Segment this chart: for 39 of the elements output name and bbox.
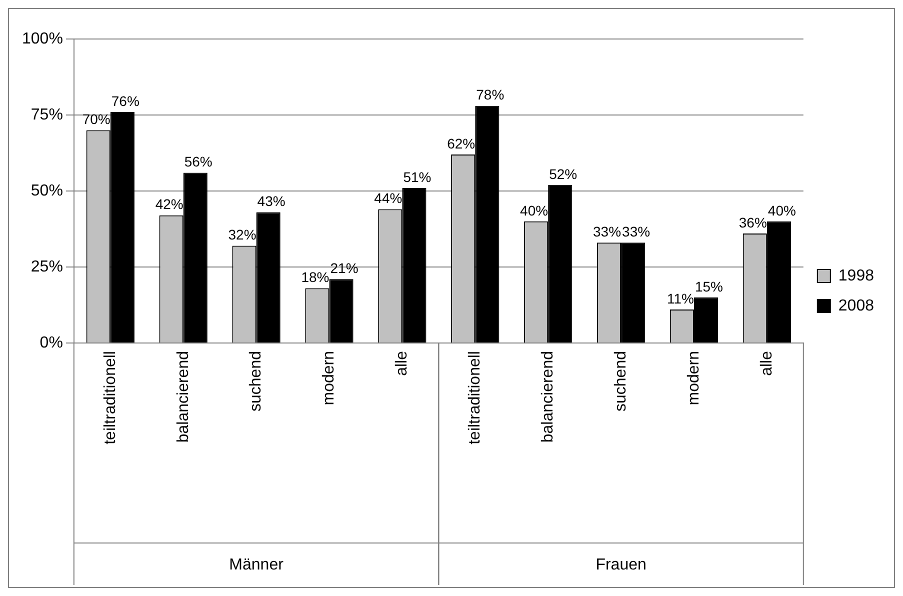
data-label: 15% [694,278,724,294]
legend-label: 1998 [838,267,874,284]
data-label: 62% [447,135,476,152]
data-label: 11% [667,290,694,306]
data-label: 33% [622,224,650,240]
text: Männer [229,556,284,574]
data-label: 52% [549,166,578,182]
y-tick-label: 25% [30,258,63,276]
x-tick-label: balancierend [539,351,556,443]
data-label: 32% [228,226,256,243]
data-label: 44% [374,190,402,206]
text: Frauen [596,556,646,574]
data-label: 40% [768,202,796,218]
x-tick-label: balancierend [174,351,192,443]
data-label: 18% [301,269,330,286]
data-label: 21% [330,260,358,276]
data-label: 51% [403,168,432,185]
y-tick-label: 0% [40,334,63,352]
data-label: 36% [738,214,767,230]
data-label: 78% [476,86,504,103]
data-label: 33% [593,224,622,240]
x-tick-label: modern [320,351,338,406]
data-label: 76% [111,92,140,109]
y-tick-label: 100% [22,30,63,48]
x-tick-label: teiltraditionell [102,351,119,444]
x-tick-label: alle [758,350,776,376]
data-label: 70% [82,111,110,128]
x-tick-label: modern [685,351,702,406]
data-label: 40% [520,202,548,218]
data-label: 56% [184,154,212,170]
x-tick-label: teiltraditionell [466,351,484,444]
x-tick-label: suchend [612,351,630,412]
data-label: 42% [155,196,184,212]
y-tick-label: 50% [30,182,63,200]
x-tick-label: suchend [248,351,265,412]
x-tick-label: alle [394,350,411,376]
legend-label: 2008 [838,297,874,314]
y-tick-label: 75% [30,106,63,124]
data-label: 43% [257,193,286,210]
